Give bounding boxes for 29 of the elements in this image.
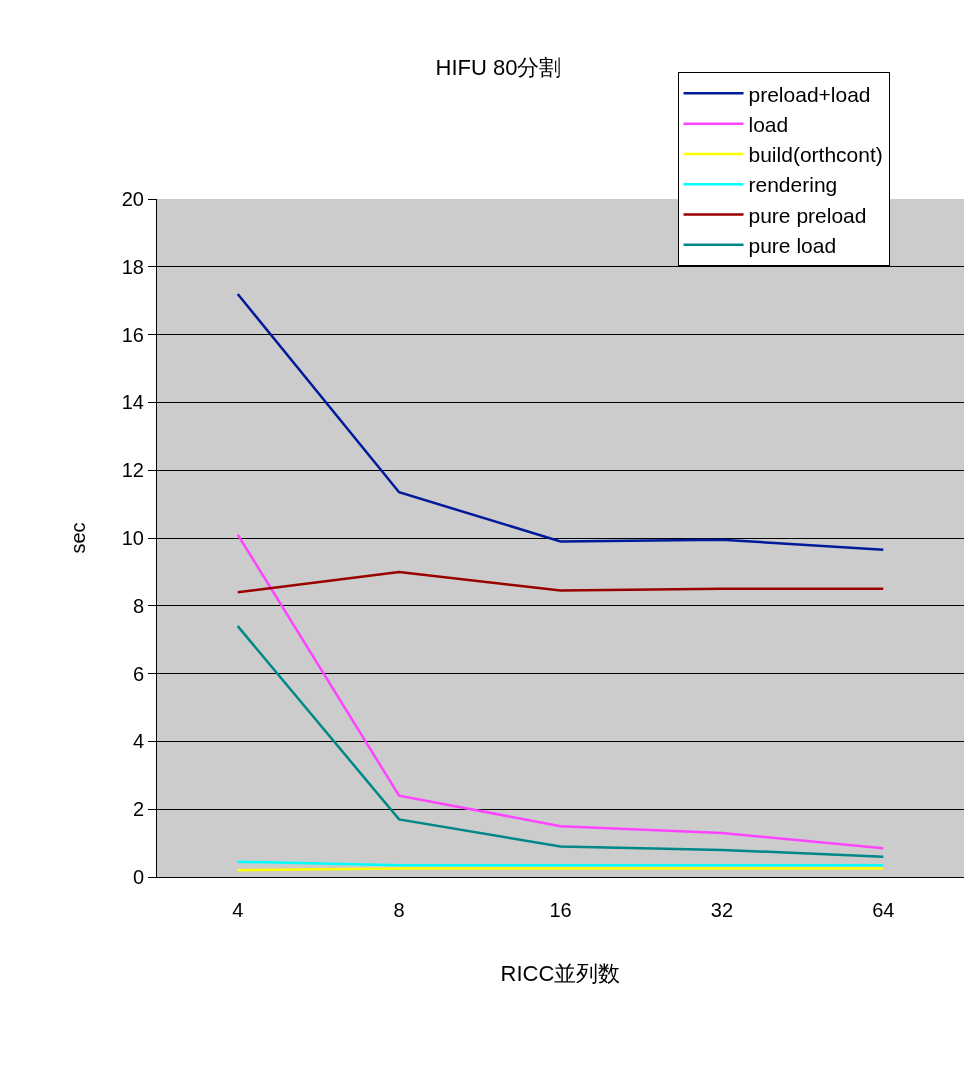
y-tick-label: 4	[132, 730, 144, 753]
y-tick-label: 12	[121, 459, 144, 482]
y-tick-label: 20	[121, 188, 144, 210]
legend-label: build(orthcont)	[748, 143, 883, 167]
legend-label: pure load	[748, 234, 837, 258]
legend-label: pure preload	[748, 203, 867, 227]
x-tick-label: 4	[232, 899, 244, 921]
y-tick-label: 2	[132, 798, 144, 821]
y-tick-label: 14	[121, 391, 144, 414]
y-tick-label: 8	[132, 594, 144, 617]
line-series	[236, 533, 885, 850]
x-tick-label: 16	[549, 899, 572, 921]
line-series	[236, 624, 885, 858]
y-axis-title: sec	[67, 522, 90, 554]
legend-label: rendering	[748, 173, 838, 197]
chart-title: HIFU 80分割	[435, 55, 562, 81]
line-series	[236, 570, 885, 594]
x-axis-title: RICC並列数	[500, 960, 621, 986]
y-tick-label: 0	[132, 866, 144, 888]
y-tick-label: 6	[132, 662, 144, 685]
x-tick-label: 8	[393, 899, 405, 921]
legend-label: load	[748, 112, 789, 136]
y-tick-label: 18	[121, 255, 144, 278]
y-tick-label: 16	[121, 323, 144, 346]
line-series	[236, 292, 885, 552]
legend-label: preload+load	[748, 82, 871, 106]
x-tick-label: 32	[710, 899, 734, 921]
y-tick-label: 10	[121, 527, 144, 549]
x-tick-label: 64	[872, 899, 895, 921]
